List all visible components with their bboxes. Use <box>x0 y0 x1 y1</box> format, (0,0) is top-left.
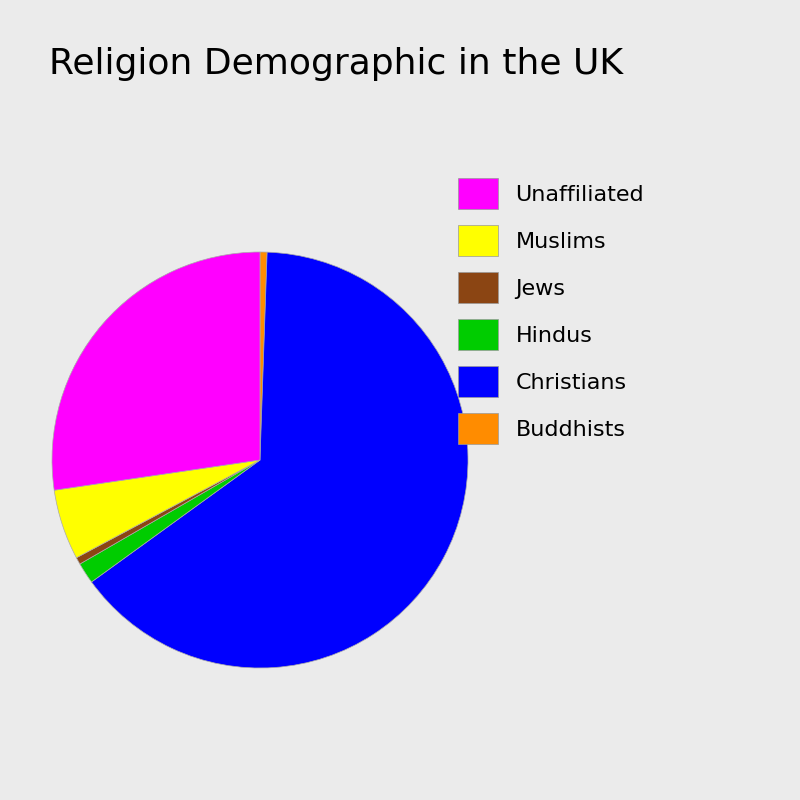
Text: Religion Demographic in the UK: Religion Demographic in the UK <box>49 47 623 81</box>
Wedge shape <box>80 460 260 582</box>
Wedge shape <box>54 460 260 558</box>
Legend: Unaffiliated, Muslims, Jews, Hindus, Christians, Buddhists: Unaffiliated, Muslims, Jews, Hindus, Chr… <box>451 171 651 451</box>
Wedge shape <box>91 252 468 668</box>
Wedge shape <box>77 460 260 564</box>
Wedge shape <box>52 252 260 490</box>
Wedge shape <box>260 252 267 460</box>
